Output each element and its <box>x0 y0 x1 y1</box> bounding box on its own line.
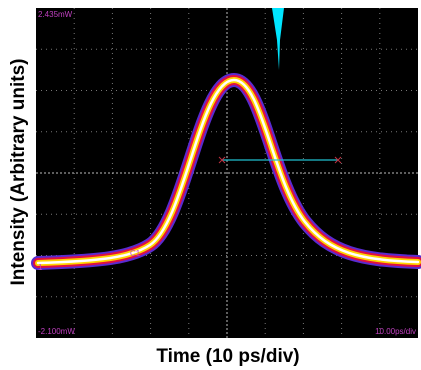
top-left-readout: 2.435mW <box>38 10 73 19</box>
x-axis-label: Time (10 ps/div) <box>156 346 299 367</box>
channel-marker: C1 <box>130 249 141 258</box>
bottom-left-readout: -2.100mW <box>38 327 75 336</box>
level-marker: 1 <box>38 263 43 272</box>
timebase-readout: 10.00ps/div <box>375 327 416 336</box>
y-axis-label: Intensity (Arbitrary units) <box>8 59 29 286</box>
figure: 2.435mW -2.100mW 10.00ps/div C1 1 Intens… <box>0 0 421 370</box>
